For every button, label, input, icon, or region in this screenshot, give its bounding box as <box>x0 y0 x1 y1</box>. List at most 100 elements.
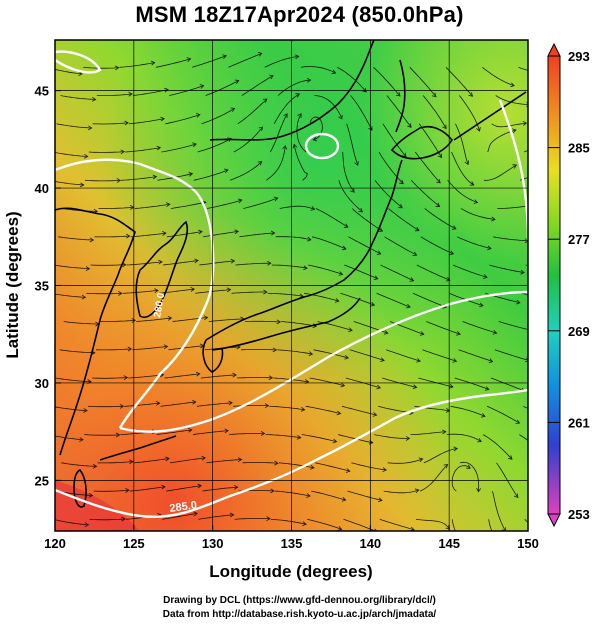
streamline <box>199 260 235 266</box>
streamline <box>205 80 239 96</box>
streamline-arrow <box>127 346 133 352</box>
y-tick-label: 35 <box>35 279 49 294</box>
streamline <box>161 143 197 153</box>
streamline-arrow <box>262 98 268 103</box>
streamline-arrow <box>222 54 227 59</box>
streamline <box>56 123 92 129</box>
streamline <box>307 518 342 530</box>
streamline-arrow <box>307 236 312 242</box>
streamline-arrow <box>296 434 302 440</box>
streamline-arrow <box>234 79 240 85</box>
streamline <box>315 208 349 228</box>
streamline <box>239 232 275 238</box>
streamline <box>419 464 448 492</box>
streamline-arrow <box>362 87 367 93</box>
streamline-arrow <box>501 527 506 531</box>
colorbar-ticks: 293 285 277 269 261 253 <box>548 49 590 522</box>
streamline-arrow <box>376 250 382 255</box>
streamline-arrow <box>529 204 533 208</box>
streamline <box>208 318 245 322</box>
streamline-arrow <box>442 429 447 435</box>
y-tick-label: 25 <box>35 473 49 488</box>
streamline <box>311 490 346 501</box>
coast-ryukyu <box>99 435 177 461</box>
streamline <box>351 462 387 471</box>
streamline <box>240 349 277 351</box>
streamline <box>313 349 349 359</box>
streamline-arrow <box>343 223 349 228</box>
streamline-arrow <box>257 52 263 57</box>
streamline-arrow <box>131 318 136 323</box>
streamline-arrow <box>164 87 169 93</box>
streamline <box>492 491 506 531</box>
streamline-arrow <box>126 233 131 239</box>
streamline-arrow <box>273 196 279 202</box>
streamline-arrow <box>92 463 98 469</box>
streamline-arrow <box>269 74 274 80</box>
streamline <box>96 93 133 96</box>
streamline <box>193 169 229 181</box>
streamline <box>63 321 99 325</box>
streamline-arrow <box>188 171 194 177</box>
streamline-arrow <box>192 399 197 405</box>
streamline-arrow <box>160 116 165 122</box>
streamline-arrow <box>345 468 351 473</box>
colorbar-tick-label: 261 <box>568 415 590 430</box>
streamline-arrow <box>551 539 555 543</box>
streamline-arrow <box>297 113 302 118</box>
x-tick-label: 150 <box>517 536 539 551</box>
streamline <box>241 75 274 96</box>
streamline <box>58 236 94 241</box>
streamline <box>92 122 129 125</box>
colorbar-tick-label: 293 <box>568 49 590 64</box>
streamline-arrow <box>268 375 274 381</box>
streamline-arrow <box>79 437 84 442</box>
streamline-arrow <box>503 552 507 556</box>
streamline-arrow <box>294 54 300 60</box>
streamline <box>265 434 301 439</box>
streamline-arrow <box>344 355 349 360</box>
streamline-arrow <box>402 152 407 158</box>
streamline <box>84 434 120 436</box>
streamline-arrow <box>378 227 384 232</box>
streamline-arrow <box>295 93 301 98</box>
streamline <box>55 377 92 383</box>
streamline-arrow <box>492 330 498 335</box>
streamline-arrow <box>188 427 193 433</box>
streamline <box>337 66 367 93</box>
streamline <box>136 317 172 322</box>
streamline <box>121 176 157 181</box>
streamline-arrow <box>468 92 474 97</box>
streamline-arrow <box>396 92 401 97</box>
streamline-arrow <box>122 262 127 268</box>
streamline-arrow <box>230 258 236 264</box>
streamline-arrow <box>186 57 192 62</box>
streamline-arrow <box>491 216 496 222</box>
streamline-arrow <box>368 126 373 131</box>
streamline-arrow <box>476 126 481 132</box>
streamline <box>90 264 126 266</box>
streamline <box>202 486 238 492</box>
streamline-arrow <box>165 456 170 462</box>
streamline <box>489 264 525 273</box>
streamline-arrow <box>158 259 163 265</box>
streamline <box>97 461 133 464</box>
streamline <box>129 118 165 125</box>
streamline <box>416 518 450 530</box>
streamline <box>172 317 208 322</box>
streamline <box>296 113 307 153</box>
streamline-arrow <box>443 464 449 469</box>
streamline <box>234 518 271 520</box>
colorbar-tick-label: 285 <box>568 141 590 156</box>
streamline-arrow <box>512 164 518 169</box>
streamline-arrow <box>272 347 278 353</box>
streamline <box>196 402 233 407</box>
streamline-arrow <box>465 553 469 557</box>
streamline-arrow <box>510 82 515 88</box>
streamline <box>411 180 440 207</box>
streamline-arrow <box>310 464 315 470</box>
streamline <box>495 95 528 106</box>
streamline-arrow <box>224 168 229 174</box>
streamline-arrow <box>466 464 471 469</box>
streamline-arrow <box>382 467 387 473</box>
